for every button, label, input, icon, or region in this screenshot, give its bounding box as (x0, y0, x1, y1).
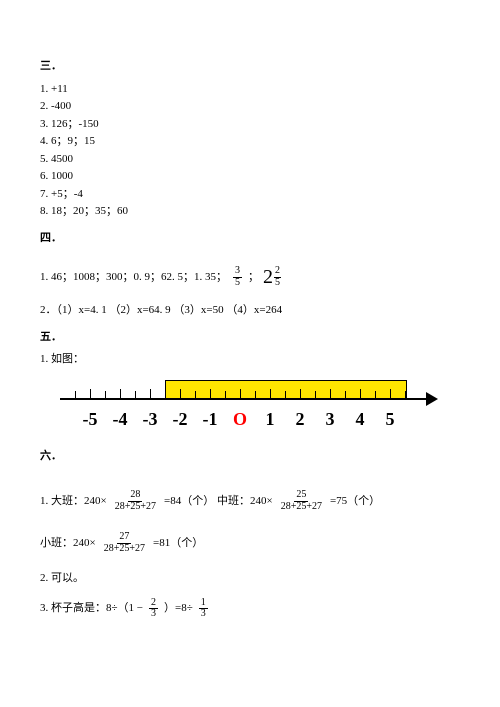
tick-minor (225, 391, 226, 399)
tick-label: 1 (266, 406, 275, 433)
fraction-denominator: 5 (233, 278, 242, 289)
list-item: 2. -400 (40, 98, 460, 115)
fraction-numerator: 3 (233, 266, 242, 278)
text-run: =81（个） (153, 535, 203, 552)
tick-minor (105, 391, 106, 399)
section-5-heading: 五． (40, 329, 460, 346)
list-item: 8. 18；20；35；60 (40, 203, 460, 220)
section-6-problem-1c: 小班：240× 27 28+25+27 =81（个） (40, 532, 203, 554)
tick-major (150, 389, 151, 399)
tick-minor (285, 391, 286, 399)
fraction: 27 28+25+27 (102, 532, 147, 554)
text-run: =75（个） (330, 493, 380, 510)
fraction-denominator: 28+25+27 (113, 502, 158, 513)
fraction: 25 28+25+27 (279, 490, 324, 512)
fraction-numerator: 28 (128, 490, 142, 502)
text-run: 1. 大班：240× (40, 493, 107, 510)
tick-minor (135, 391, 136, 399)
tick-major (90, 389, 91, 399)
fraction-denominator: 3 (149, 609, 158, 620)
text-run: 3. 杯子高是：8÷（1 − (40, 600, 143, 617)
section-6-problem-1b: 中班：240× 25 28+25+27 =75（个） (217, 490, 380, 512)
tick-major (180, 389, 181, 399)
section-6-problem-1a: 1. 大班：240× 28 28+25+27 =84（个） (40, 490, 214, 512)
arrow-right-icon (426, 392, 438, 406)
text-run: =84（个） (164, 493, 214, 510)
tick-minor (405, 391, 406, 399)
list-item: 4. 6；9；15 (40, 133, 460, 150)
section-4-line-2: 2．（1）x=4. 1 （2）x=64. 9 （3）x=50 （4）x=264 (40, 302, 460, 319)
list-item: 1. +11 (40, 81, 460, 98)
tick-minor (345, 391, 346, 399)
tick-label: -4 (113, 406, 128, 433)
tick-minor (75, 391, 76, 399)
mixed-number: 2 2 5 (263, 262, 281, 292)
tick-minor (255, 391, 256, 399)
fraction: 2 3 (149, 598, 158, 620)
fraction-numerator: 25 (294, 490, 308, 502)
fraction: 1 3 (199, 598, 208, 620)
text-run: ）=8÷ (164, 600, 193, 617)
section-4-line-1: 1. 46；1008；300；0. 9；62. 5；1. 35； 3 5 ； 2… (40, 262, 281, 292)
section-3-list: 1. +11 2. -400 3. 126；-150 4. 6；9；15 5. … (40, 81, 460, 220)
mixed-whole: 2 (263, 262, 273, 292)
section-6-heading: 六． (40, 448, 460, 465)
number-line-highlight (165, 380, 407, 400)
tick-label: -2 (173, 406, 188, 433)
tick-minor (195, 391, 196, 399)
list-item: 3. 126；-150 (40, 116, 460, 133)
tick-major (330, 389, 331, 399)
list-item: 5. 4500 (40, 151, 460, 168)
tick-label: 4 (356, 406, 365, 433)
fraction-denominator: 3 (199, 609, 208, 620)
fraction-denominator: 5 (274, 278, 281, 289)
section-6-item-2: 2. 可以。 (40, 570, 460, 587)
tick-major (390, 389, 391, 399)
section-6-item-3: 3. 杯子高是：8÷（1 − 2 3 ）=8÷ 1 3 (40, 598, 210, 620)
section-3-heading: 三． (40, 58, 460, 75)
tick-minor (315, 391, 316, 399)
section-4-heading: 四． (40, 230, 460, 247)
tick-major (300, 389, 301, 399)
tick-major (120, 389, 121, 399)
section-5-item-1: 1. 如图： (40, 351, 460, 368)
tick-major (360, 389, 361, 399)
tick-major (270, 389, 271, 399)
number-line-axis (60, 398, 428, 400)
tick-label: O (233, 406, 247, 433)
fraction-numerator: 27 (117, 532, 131, 544)
text-run: ； (248, 269, 259, 286)
text-run: 中班：240× (217, 493, 273, 510)
tick-label: 2 (296, 406, 305, 433)
tick-label: -3 (143, 406, 158, 433)
tick-minor (165, 391, 166, 399)
tick-label: -5 (83, 406, 98, 433)
list-item: 7. +5；-4 (40, 186, 460, 203)
fraction: 3 5 (233, 266, 242, 288)
tick-minor (375, 391, 376, 399)
fraction-denominator: 28+25+27 (102, 544, 147, 555)
fraction: 28 28+25+27 (113, 490, 158, 512)
tick-label: 3 (326, 406, 335, 433)
fraction-denominator: 28+25+27 (279, 502, 324, 513)
tick-label: 5 (386, 406, 395, 433)
list-item: 6. 1000 (40, 168, 460, 185)
text-run: 1. 46；1008；300；0. 9；62. 5；1. 35； (40, 269, 227, 286)
fraction-numerator: 2 (274, 266, 281, 278)
tick-major (210, 389, 211, 399)
text-run: 小班：240× (40, 535, 96, 552)
tick-major (240, 389, 241, 399)
number-line: -5 -4 -3 -2 -1 O12345 (40, 376, 440, 438)
tick-label: -1 (203, 406, 218, 433)
